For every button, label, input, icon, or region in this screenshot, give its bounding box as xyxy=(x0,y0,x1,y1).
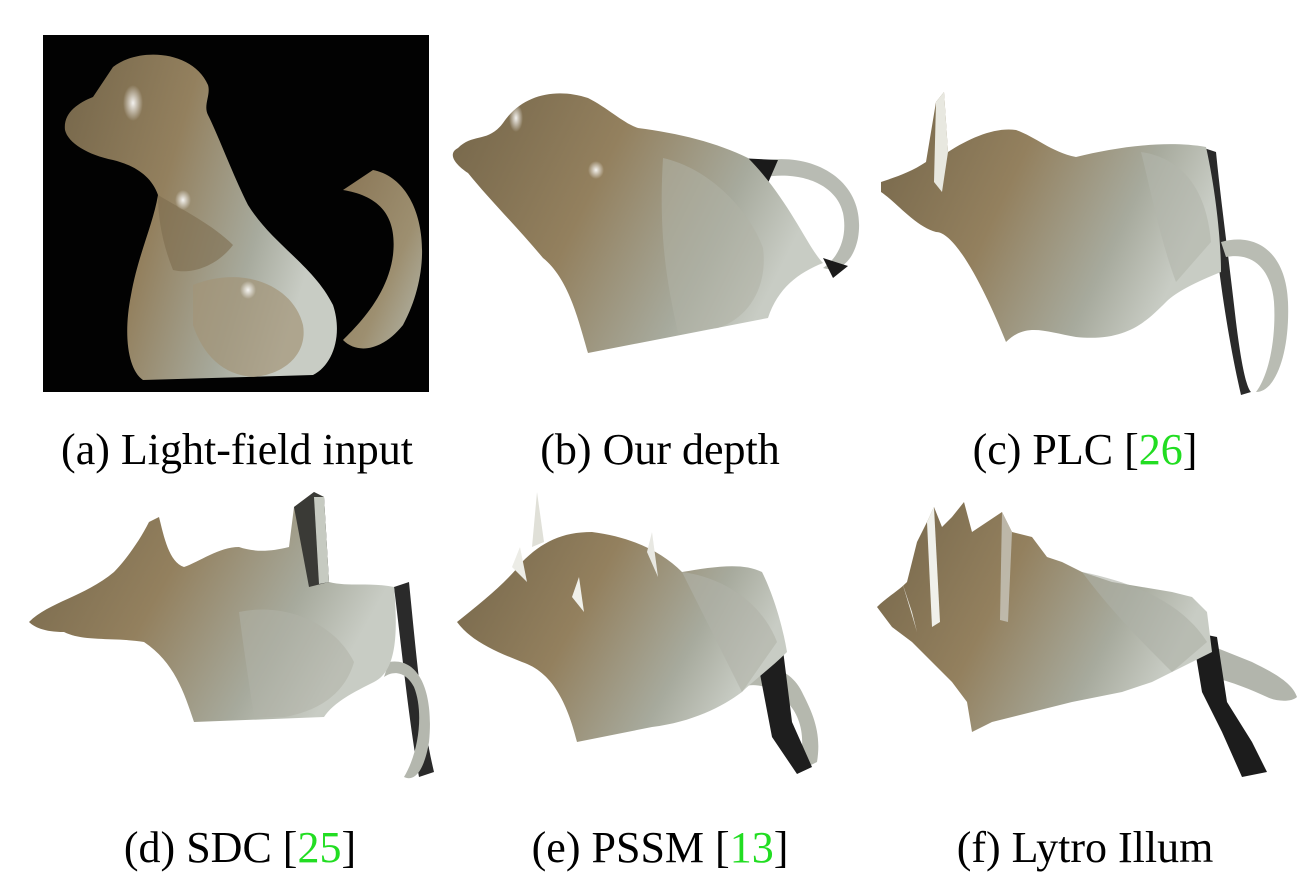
our-depth-reconstruction xyxy=(448,88,868,358)
citation-link[interactable]: 25 xyxy=(297,823,342,872)
sdc-reconstruction xyxy=(24,492,444,784)
citation-link[interactable]: 13 xyxy=(729,823,774,872)
caption-e: (e) PSSM [13] xyxy=(531,823,789,872)
caption-d: (d) SDC [25] xyxy=(123,823,357,872)
caption-f: (f) Lytro Illum xyxy=(956,823,1214,872)
light-field-input-image xyxy=(43,35,429,392)
plc-reconstruction xyxy=(876,92,1296,397)
pssm-reconstruction xyxy=(452,492,872,782)
citation-link[interactable]: 26 xyxy=(1138,425,1183,474)
lytro-illum-reconstruction xyxy=(872,502,1304,782)
caption-c: (c) PLC [26] xyxy=(972,425,1198,474)
caption-a: (a) Light-field input xyxy=(61,425,413,474)
caption-b: (b) Our depth xyxy=(540,425,780,474)
